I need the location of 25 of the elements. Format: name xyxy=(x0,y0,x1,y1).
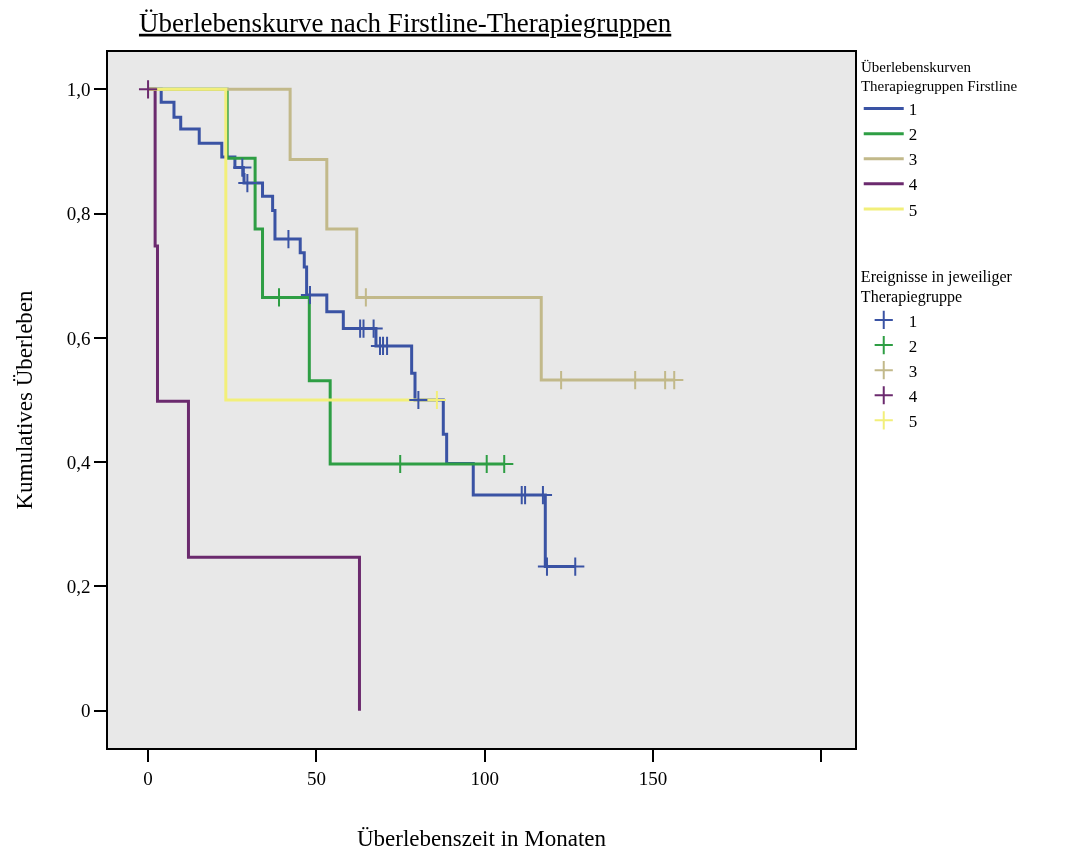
y-tick-label: 0,4 xyxy=(66,451,91,473)
text: Überlebenskurven Therapiegruppen Firstline xyxy=(860,58,1018,94)
y-tick-label: 0,2 xyxy=(66,576,91,598)
legend-label: 2 xyxy=(908,125,918,145)
legend-label: 1 xyxy=(908,311,918,331)
legend-label: 4 xyxy=(908,386,918,406)
y-axis-title: Kumulatives Überleben xyxy=(11,289,37,510)
legend-label: 2 xyxy=(908,336,918,356)
text: Ereignisse in jeweiliger Therapiegruppe xyxy=(860,267,1012,306)
x-tick-label: 50 xyxy=(306,767,326,789)
legend-label: 3 xyxy=(908,361,918,381)
chart-title: Überlebenskurve nach Firstline-Therapiegruppen xyxy=(138,7,672,38)
legend-label: 1 xyxy=(908,100,918,120)
y-tick-label: 0,6 xyxy=(66,327,91,349)
x-axis-title: Überlebenszeit in Monaten xyxy=(356,825,607,851)
legend-label: 5 xyxy=(908,200,918,220)
x-tick-label: 0 xyxy=(143,767,153,789)
y-tick-label: 1,0 xyxy=(66,78,91,100)
y-tick-label: 0,8 xyxy=(66,203,91,225)
legend-label: 4 xyxy=(908,175,918,195)
x-tick-label: 100 xyxy=(470,767,499,789)
legend-label: 5 xyxy=(908,411,918,431)
x-tick-label: 150 xyxy=(638,767,668,789)
legend-label: 3 xyxy=(908,150,918,170)
y-tick-label: 0 xyxy=(80,700,91,722)
